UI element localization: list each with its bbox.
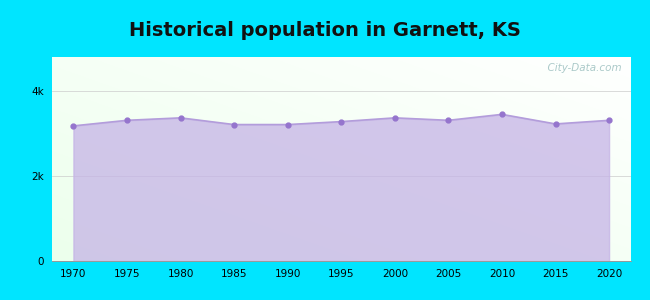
Text: City-Data.com: City-Data.com: [541, 63, 622, 73]
Text: Historical population in Garnett, KS: Historical population in Garnett, KS: [129, 21, 521, 40]
